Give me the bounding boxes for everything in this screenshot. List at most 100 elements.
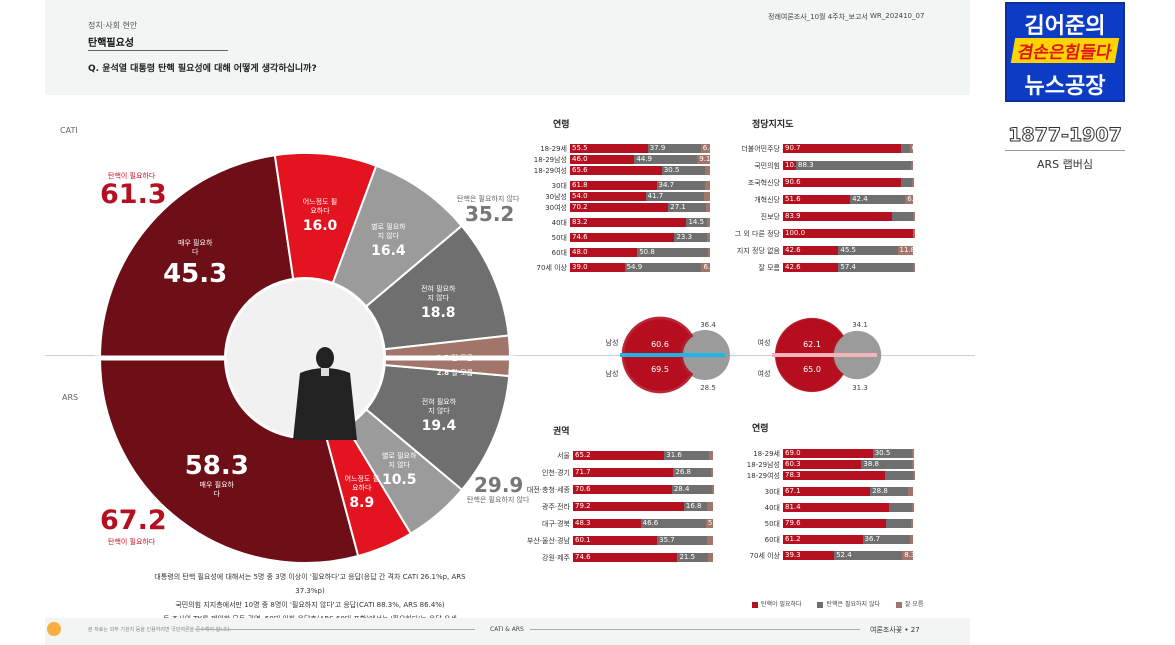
- bar-segment: [912, 449, 915, 458]
- bar-category-label: 70세 이상: [536, 264, 567, 272]
- bar-segment: 61.2: [783, 535, 863, 544]
- bar-segment: 54.0: [570, 192, 646, 201]
- slice-text: 전혀 필요하지 않다: [421, 284, 456, 302]
- bar-segment: 26.8: [673, 468, 711, 477]
- bar-segment: 50.8: [637, 248, 709, 257]
- summary-line: 대통령의 탄핵 필요성에 대해서는 5명 중 3명 이상이 '필요하다'고 응답…: [154, 573, 466, 595]
- bar-segment: 27.1: [668, 203, 707, 212]
- stacked-bar: 60.1 35.7: [573, 536, 713, 545]
- stacked-bar: 51.642.46.0: [783, 195, 913, 204]
- bar-segment: 90.6: [783, 178, 901, 187]
- bar-category-label: 40대: [764, 504, 780, 512]
- bar-segment: 16.1: [913, 212, 915, 221]
- question-text: Q. 윤석열 대통령 탄핵 필요성에 대해 어떻게 생각하십니까?: [88, 64, 317, 74]
- bar-segment: 81.4: [783, 503, 889, 512]
- cati-notneed-caption: 탄핵은 필요하지 않다: [457, 195, 520, 203]
- bar-segment: 6.1: [701, 263, 710, 272]
- bar-category-label: 30여성: [545, 204, 567, 212]
- bar-segment: 42.4: [850, 195, 906, 204]
- cati-slice-very-need: [98, 154, 295, 359]
- ars-slice-very-need: [98, 357, 360, 564]
- bar-segment: 38.8: [861, 460, 912, 469]
- ars-slice-label: 58.3 매우 필요하다: [177, 449, 257, 499]
- slice-text: 어느정도 필요하다: [302, 197, 338, 215]
- bar-segment: 16.8: [683, 502, 708, 511]
- bar-segment: 21.7: [913, 471, 915, 480]
- bar-segment: 11.8: [897, 246, 913, 255]
- slice-value: 19.4: [421, 417, 457, 434]
- category-label: 정치·사회 현안: [88, 21, 138, 30]
- bar-segment: [884, 471, 913, 480]
- stacked-bar: 48.346.65.1: [573, 519, 713, 528]
- bar-segment: 65.2: [573, 451, 665, 460]
- bar-segment: [710, 468, 713, 477]
- stacked-bar: 39.054.96.1: [570, 263, 710, 272]
- stacked-bar: 79.6 18.5: [783, 519, 913, 528]
- ars-slice-label: 전혀 필요하지 않다 19.4: [399, 398, 479, 434]
- bar-segment: 54.9: [624, 263, 702, 272]
- stacked-bar: 100.0: [783, 229, 915, 238]
- bar-segment: 79.2: [573, 502, 684, 511]
- bar-segment: 41.7: [645, 192, 704, 201]
- bar-category-label: 18-29세: [753, 450, 780, 458]
- slice-value: 58.3: [184, 451, 249, 482]
- bar-segment: 35.7: [657, 536, 708, 545]
- bar-category-label: 조국혁신당: [747, 179, 780, 187]
- bar-segment: 6.0: [905, 195, 913, 204]
- bar-segment: 9.1: [697, 155, 710, 164]
- stacked-bar: 48.0 50.8: [570, 248, 711, 257]
- slice-text: 별로 필요하지 않다: [371, 223, 406, 241]
- bar-segment: 52.4: [834, 551, 903, 560]
- stacked-bar: 74.6 23.3: [570, 233, 710, 242]
- bar-category-label: 50대: [764, 520, 780, 528]
- bar-segment: 88.3: [796, 161, 911, 170]
- ars-notneed-total: 29.9: [474, 473, 524, 497]
- bar-segment: [900, 178, 912, 187]
- bar-segment: 69.0: [783, 449, 873, 458]
- badge-divider: [1005, 150, 1125, 151]
- stacked-bar: 61.2 36.7: [783, 535, 913, 544]
- bubble-group-label: 여성: [758, 369, 771, 378]
- bar-category-label: 서울: [557, 452, 570, 460]
- report-name: 정례여론조사_10월 4주차_보고서: [768, 13, 868, 21]
- summary-line: 국민의힘 지지층에서만 10명 중 8명이 '필요하지 않다'고 응답(CATI…: [175, 601, 445, 609]
- bar-category-label: 진보당: [760, 213, 780, 221]
- bar-segment: [892, 212, 913, 221]
- cati-need-total: 61.3: [100, 179, 167, 210]
- bar-category-label: 광주·전라: [542, 503, 570, 511]
- slice-text: 매우 필요하다: [177, 239, 213, 257]
- bubble-value: 34.1: [852, 321, 868, 329]
- footer-rule: [195, 629, 475, 630]
- stacked-bar: 70.6 28.4: [573, 485, 714, 494]
- logo-line1: 김어준의: [1024, 14, 1106, 39]
- bar-category-label: 18-29남성: [746, 461, 780, 469]
- bar-segment: 74.6: [570, 233, 675, 242]
- bar-category-label: 18-29세: [540, 145, 567, 153]
- flower-logo-icon: [47, 622, 61, 636]
- bar-segment: 83.2: [570, 218, 687, 227]
- stacked-bar: 42.645.511.8: [783, 246, 913, 255]
- bar-segment: 30.5: [872, 449, 913, 458]
- bar-segment: 100.0: [783, 229, 913, 238]
- section-underline: [88, 50, 228, 51]
- bar-segment: 60.1: [573, 536, 658, 545]
- legend-swatch: [752, 601, 758, 608]
- bubble-group-label: 남성: [606, 369, 619, 378]
- bar-category-label: 강원·제주: [542, 554, 570, 562]
- bar-segment: [910, 161, 913, 170]
- cati-slice-label: 별로 필요하지 않다 16.4: [348, 223, 428, 259]
- stacked-bar: 78.3 21.7: [783, 471, 915, 480]
- bar-segment: [911, 460, 914, 469]
- legend-notneed: 탄핵은 필요하지 않다: [826, 601, 880, 608]
- chart-legend: 탄핵이 필요하다 탄핵은 필요하지 않다 잘 모름: [752, 599, 923, 608]
- cati-slice-label: 전혀 필요하지 않다 18.8: [398, 285, 478, 321]
- slice-text: 잘 모름: [451, 353, 473, 362]
- ars-slice-label: 별로 필요하지 않다 10.5: [359, 452, 439, 488]
- bar-segment: [910, 535, 913, 544]
- bar-segment: 74.6: [573, 553, 678, 562]
- phone-number: 1877-1907: [1008, 124, 1123, 147]
- slice-value: 18.8: [420, 304, 456, 321]
- stacked-bar: 90.7 6.8: [783, 144, 913, 153]
- bubble-divider: [620, 353, 725, 357]
- bar-segment: [704, 166, 710, 175]
